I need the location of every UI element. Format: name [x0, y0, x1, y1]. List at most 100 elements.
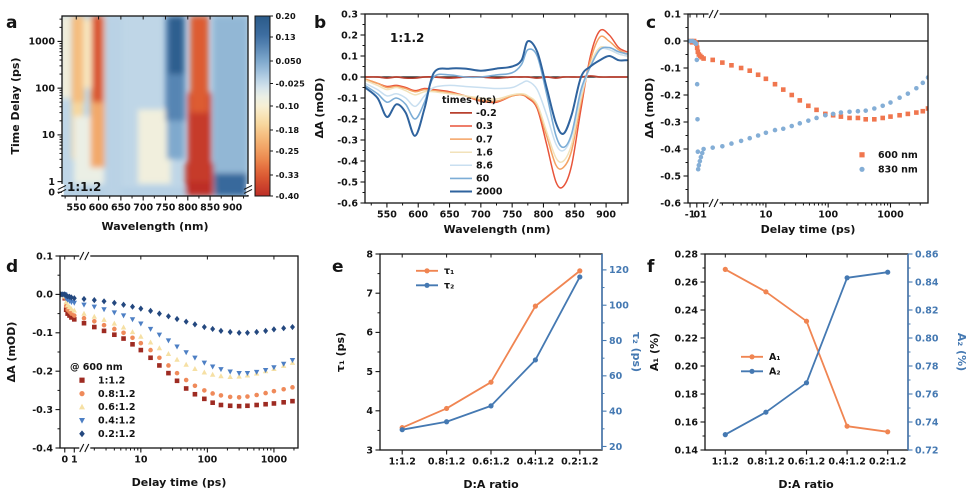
svg-text:Wavelength (nm): Wavelength (nm) [444, 223, 551, 236]
svg-text:100: 100 [197, 455, 217, 466]
svg-text:-0.40: -0.40 [276, 191, 300, 201]
svg-text:10: 10 [134, 455, 148, 466]
svg-text:0.86: 0.86 [915, 249, 939, 260]
svg-text:0.26: 0.26 [675, 277, 699, 288]
svg-text:0.78: 0.78 [915, 361, 939, 372]
svg-text:Wavelength (nm): Wavelength (nm) [102, 220, 209, 233]
svg-text:0.8:1.2: 0.8:1.2 [747, 457, 784, 468]
svg-text:A₁: A₁ [769, 352, 781, 363]
panel-c-kinetics-chart: -10 1 10 100 1000 0.1 0.0 -0.1 -0.2 -0.3 -0.4 -0.5 -… [643, 9, 929, 236]
svg-text:0.2:1.2: 0.2:1.2 [98, 429, 135, 440]
svg-text:120: 120 [609, 265, 629, 276]
svg-text:1: 1 [48, 177, 55, 188]
svg-text:60: 60 [609, 371, 623, 382]
svg-text:-0.3: -0.3 [32, 405, 53, 416]
svg-text:-0.2: -0.2 [660, 90, 681, 101]
svg-text:1:1.2: 1:1.2 [712, 457, 739, 468]
svg-text:0.2:1.2: 0.2:1.2 [869, 457, 906, 468]
svg-text:-0.10: -0.10 [276, 101, 300, 111]
svg-text:1: 1 [700, 210, 707, 221]
svg-text:20: 20 [609, 442, 623, 453]
panel-a: 550 600 650 700 750 800 850 900 0 1 10 100 1000 Wavel… [0, 0, 310, 240]
svg-text:40: 40 [609, 406, 623, 417]
svg-text:0.1: 0.1 [664, 9, 681, 20]
svg-text:0.82: 0.82 [915, 305, 938, 316]
svg-text:-0.2: -0.2 [337, 114, 358, 125]
svg-text:800: 800 [534, 210, 554, 221]
svg-text:1000: 1000 [29, 37, 56, 48]
svg-text:-0.25: -0.25 [276, 146, 300, 156]
svg-text:0.8:1.2: 0.8:1.2 [98, 389, 135, 400]
svg-text:3: 3 [366, 445, 373, 456]
svg-text:0.6:1.2: 0.6:1.2 [788, 457, 825, 468]
svg-text:1000: 1000 [877, 210, 904, 221]
svg-text:ΔA (mOD): ΔA (mOD) [5, 322, 18, 383]
svg-text:0.3: 0.3 [341, 9, 358, 20]
svg-text:-0.2: -0.2 [476, 108, 497, 119]
svg-text:A₂: A₂ [769, 367, 781, 378]
svg-text:0.18: 0.18 [675, 389, 699, 400]
svg-text:-0.6: -0.6 [660, 198, 681, 209]
svg-text:600: 600 [89, 203, 109, 214]
svg-text:100: 100 [609, 301, 629, 312]
svg-text:0.0: 0.0 [664, 36, 681, 47]
svg-text:τ₂: τ₂ [444, 281, 454, 292]
svg-text:-0.1: -0.1 [660, 63, 681, 74]
svg-text:1.6: 1.6 [476, 147, 493, 158]
svg-text:Delay time (ps): Delay time (ps) [132, 476, 227, 489]
svg-text:τ₁ (ps): τ₁ (ps) [334, 332, 347, 372]
svg-text:0.13: 0.13 [276, 32, 297, 42]
svg-text:900: 900 [596, 210, 616, 221]
panel-e-lifetimes-chart: 1:1.2 0.8:1.2 0.6:1.2 0.4:1.2 0.2:1.2 3 4 5 6 7 8 2… [332, 249, 643, 491]
svg-text:ΔA (mOD): ΔA (mOD) [313, 78, 326, 139]
svg-text:0.4:1.2: 0.4:1.2 [517, 457, 554, 468]
panel-b-spectra-chart: 550 600 650 700 750 800 850 900 0.3 0.2 0.1 0.0 -0.1… [313, 9, 629, 236]
panel-e: 1:1.2 0.8:1.2 0.6:1.2 0.4:1.2 0.2:1.2 3 4 5 6 7 8 2… [330, 240, 645, 493]
svg-text:0: 0 [61, 455, 68, 466]
svg-text:0.22: 0.22 [675, 333, 698, 344]
svg-text:0.80: 0.80 [915, 333, 939, 344]
svg-text:600: 600 [408, 210, 428, 221]
svg-text:-0.1: -0.1 [32, 328, 53, 339]
svg-text:-0.1: -0.1 [337, 93, 358, 104]
panel-d-kinetics-chart: 0 1 10 100 1000 0.1 0.0 -0.1 -0.2 -0.3 -0.4 Delay t… [5, 251, 299, 489]
svg-text:550: 550 [66, 203, 86, 214]
svg-text:0.8:1.2: 0.8:1.2 [428, 457, 465, 468]
svg-text:0.2: 0.2 [341, 30, 358, 41]
svg-text:8: 8 [366, 249, 373, 260]
svg-text:830 nm: 830 nm [878, 165, 918, 176]
svg-text:1:1.2: 1:1.2 [98, 375, 125, 386]
svg-text:d: d [6, 257, 18, 277]
svg-text:-0.5: -0.5 [660, 171, 681, 182]
svg-text:850: 850 [200, 203, 220, 214]
svg-text:times (ps): times (ps) [442, 95, 496, 106]
svg-text:c: c [646, 13, 656, 33]
svg-text:e: e [332, 257, 344, 277]
svg-text:-0.4: -0.4 [32, 443, 53, 454]
svg-text:Time Delay (ps): Time Delay (ps) [9, 58, 22, 155]
svg-text:2000: 2000 [476, 187, 503, 198]
svg-text:10: 10 [759, 210, 773, 221]
svg-text:700: 700 [133, 203, 153, 214]
svg-text:0.16: 0.16 [675, 417, 699, 428]
svg-text:8.6: 8.6 [476, 161, 493, 172]
panel-b: 550 600 650 700 750 800 850 900 0.3 0.2 0.1 0.0 -0.1… [310, 0, 640, 240]
svg-text:-0.4: -0.4 [337, 156, 358, 167]
svg-text:60: 60 [476, 174, 490, 185]
panel-a-heatmap-chart: 550 600 650 700 750 800 850 900 01 10 100 1000 Wavel… [6, 11, 305, 233]
svg-text:1:1.2: 1:1.2 [390, 31, 424, 45]
svg-text:τ₂ (ps): τ₂ (ps) [630, 332, 643, 372]
svg-text:A₁ (%): A₁ (%) [648, 333, 661, 371]
svg-text:1:1.2: 1:1.2 [389, 457, 416, 468]
svg-text:0.1: 0.1 [341, 51, 358, 62]
svg-text:850: 850 [565, 210, 585, 221]
panel-c: -1 0 1 10 100 1000 0.1 0.0 -0.1 -0.2 -0.3 -0.4 -0.5 -… [640, 0, 969, 240]
svg-text:650: 650 [440, 210, 460, 221]
svg-text:-0.4: -0.4 [660, 144, 681, 155]
panel-f: 1:1.2 0.8:1.2 0.6:1.2 0.4:1.2 0.2:1.2 0.14 0.1… [645, 240, 969, 493]
panel-f-amplitudes-chart: 1:1.2 0.8:1.2 0.6:1.2 0.4:1.2 0.2:1.2 0.14 0.1… [647, 249, 968, 491]
panel-d: 0 1 10 100 1000 0.1 0.0 -0.1 -0.2 -0.3 -0.4 Delay t… [0, 240, 330, 493]
svg-text:750: 750 [156, 203, 176, 214]
svg-text:f: f [647, 257, 655, 277]
